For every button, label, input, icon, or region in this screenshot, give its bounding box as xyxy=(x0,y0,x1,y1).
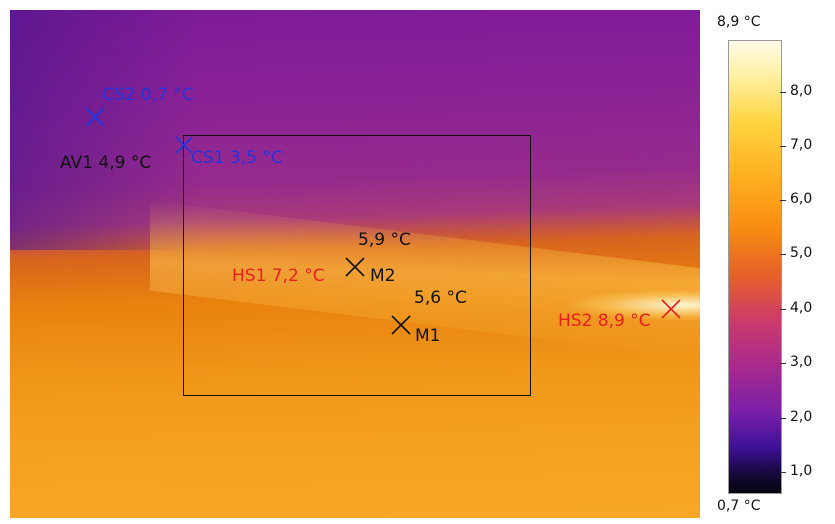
m1-name: M1 xyxy=(415,326,441,346)
floor-area xyxy=(10,310,700,518)
hs2-label: HS2 8,9 °C xyxy=(558,311,651,331)
thermal-image: CS2 0,7 °C CS1 3,5 °C AV1 4,9 °C 5,9 °C … xyxy=(10,10,700,518)
scale-tick xyxy=(780,363,786,364)
m2-value: 5,9 °C xyxy=(358,230,411,250)
hs1-label: HS1 7,2 °C xyxy=(232,266,325,286)
scale-tick xyxy=(780,309,786,310)
scale-tick xyxy=(780,92,786,93)
m2-name: M2 xyxy=(370,266,396,286)
scale-tick-label: 4,0 xyxy=(790,300,813,316)
scale-tick xyxy=(780,254,786,255)
scale-tick-label: 3,0 xyxy=(790,354,813,370)
cs1-label: CS1 3,5 °C xyxy=(191,148,283,168)
scale-tick-label: 8,0 xyxy=(790,83,813,99)
hs2-cross-icon xyxy=(661,299,681,319)
scale-tick-label: 7,0 xyxy=(790,137,813,153)
scale-tick xyxy=(780,200,786,201)
av1-label: AV1 4,9 °C xyxy=(60,153,152,173)
measurement-area-box[interactable] xyxy=(183,135,531,396)
scale-max-label: 8,9 °C xyxy=(717,14,761,30)
m1-cross-icon xyxy=(391,315,411,335)
scale-tick-label: 1,0 xyxy=(790,463,813,479)
scale-tick xyxy=(780,472,786,473)
scale-tick-label: 5,0 xyxy=(790,245,813,261)
scale-min-label: 0,7 °C xyxy=(717,498,761,514)
cs2-label: CS2 0,7 °C xyxy=(102,85,194,105)
scale-tick xyxy=(780,418,786,419)
scale-tick-label: 6,0 xyxy=(790,191,813,207)
scale-tick-label: 2,0 xyxy=(790,409,813,425)
temperature-scale: 8,9 °C 8,0 7,0 6,0 5,0 4,0 3,0 2,0 1,0 0… xyxy=(700,0,835,524)
hot-spot-glow xyxy=(570,290,700,320)
cs2-cross-icon xyxy=(85,107,105,127)
m1-value: 5,6 °C xyxy=(414,288,467,308)
m2-cross-icon xyxy=(345,257,365,277)
cs1-cross-icon xyxy=(175,136,193,154)
scale-tick xyxy=(780,146,786,147)
color-scale-bar xyxy=(728,40,782,494)
